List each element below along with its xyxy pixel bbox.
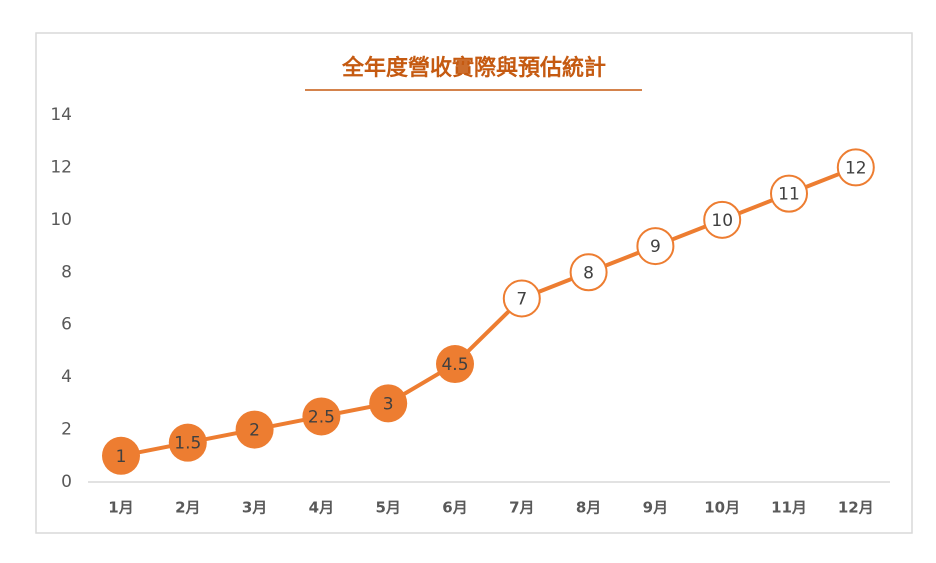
x-tick-label: 11月 xyxy=(771,499,807,517)
data-label: 7 xyxy=(516,290,527,310)
data-label: 10 xyxy=(711,211,733,231)
x-tick-label: 6月 xyxy=(442,499,467,517)
y-tick-label: 0 xyxy=(61,472,72,492)
marker xyxy=(703,200,742,239)
x-tick-label: 2月 xyxy=(175,499,200,517)
data-label: 1 xyxy=(116,447,127,467)
x-tick-label: 12月 xyxy=(838,499,874,517)
marker xyxy=(302,397,341,436)
marker xyxy=(770,174,808,213)
marker xyxy=(569,253,608,292)
marker xyxy=(168,423,207,462)
data-label: 9 xyxy=(650,237,661,257)
y-tick-label: 2 xyxy=(61,420,72,440)
marker xyxy=(836,148,875,187)
marker xyxy=(102,436,140,475)
marker xyxy=(436,345,474,384)
y-tick-label: 6 xyxy=(61,315,72,335)
chart-frame xyxy=(35,32,913,534)
data-label: 4.5 xyxy=(441,355,468,375)
x-tick-label: 5月 xyxy=(375,499,400,517)
marker xyxy=(502,279,541,318)
data-label: 2.5 xyxy=(308,407,335,427)
marker xyxy=(369,384,408,423)
data-label: 3 xyxy=(383,394,394,414)
x-tick-label: 3月 xyxy=(242,499,267,517)
y-tick-label: 12 xyxy=(50,157,72,177)
chart-title: 全年度營收實際與預估統計 xyxy=(341,55,606,81)
y-tick-label: 8 xyxy=(61,262,72,282)
x-tick-label: 1月 xyxy=(108,499,133,517)
y-tick-label: 14 xyxy=(50,105,72,125)
data-label: 12 xyxy=(845,158,867,178)
y-tick-label: 10 xyxy=(50,210,72,230)
y-tick-label: 4 xyxy=(61,367,72,387)
data-label: 1.5 xyxy=(174,434,201,454)
marker xyxy=(235,410,274,449)
data-label: 8 xyxy=(583,263,594,283)
data-label: 2 xyxy=(249,421,260,441)
x-tick-label: 7月 xyxy=(509,499,534,517)
x-tick-label: 9月 xyxy=(643,499,668,517)
x-tick-label: 10月 xyxy=(704,499,740,517)
x-tick-label: 4月 xyxy=(309,499,334,517)
data-label: 11 xyxy=(778,185,800,205)
x-tick-label: 8月 xyxy=(576,499,601,517)
marker xyxy=(636,227,675,266)
